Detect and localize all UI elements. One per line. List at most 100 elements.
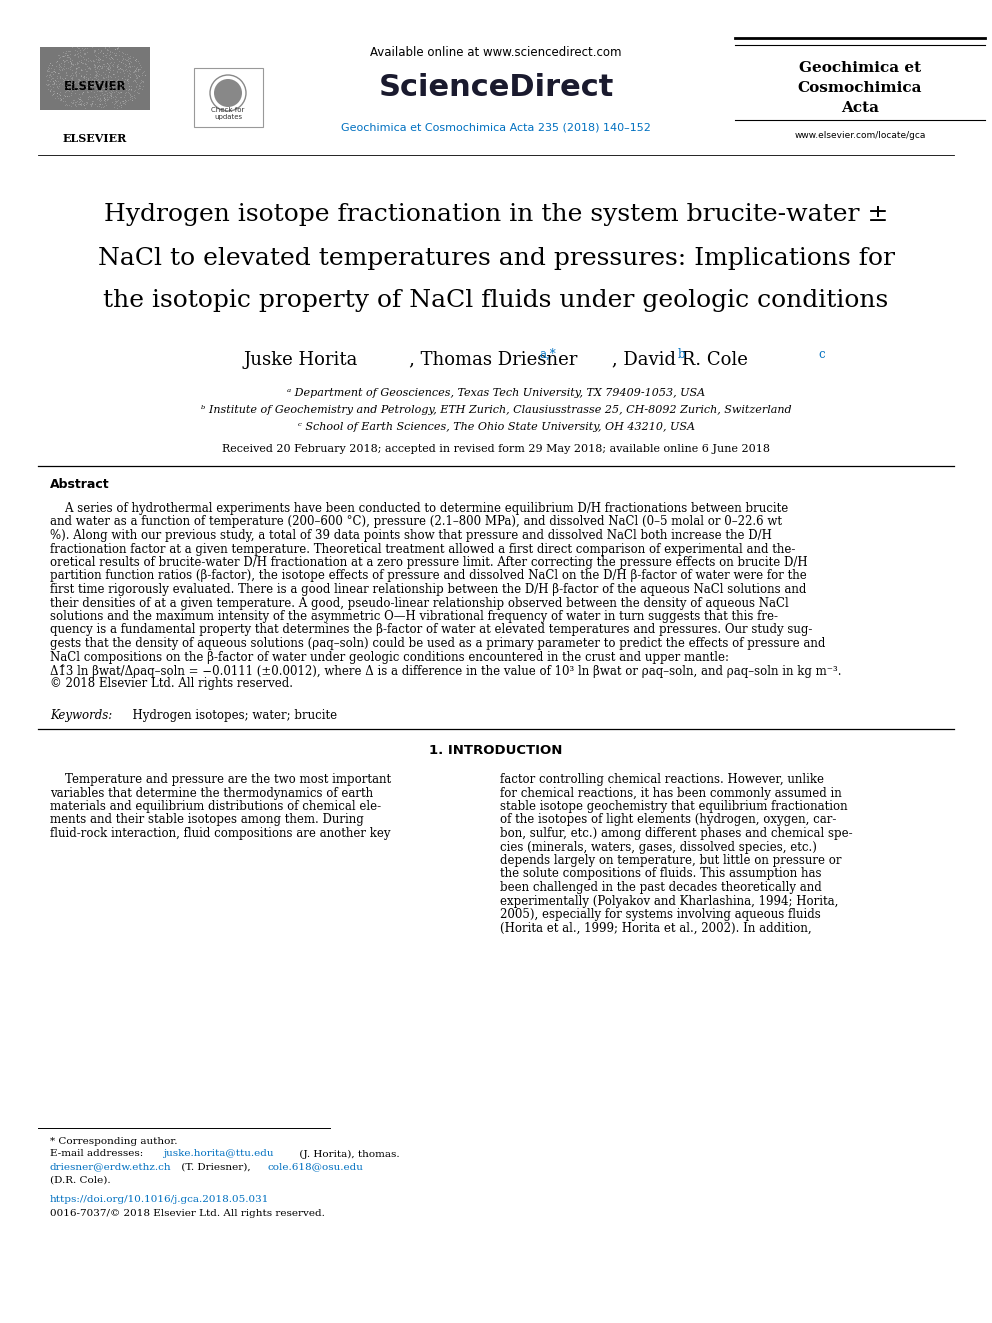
- Point: [90, 65, 106, 86]
- Point: [94, 56, 110, 77]
- Point: [115, 49, 131, 70]
- Point: [128, 50, 144, 71]
- Point: [131, 66, 147, 87]
- Point: [123, 85, 139, 106]
- Point: [86, 38, 102, 60]
- Point: [78, 37, 94, 58]
- Point: [93, 69, 109, 90]
- Point: [67, 44, 83, 65]
- Point: [111, 95, 127, 116]
- Point: [45, 70, 61, 91]
- Point: [42, 65, 58, 86]
- Point: [121, 60, 137, 81]
- Point: [77, 44, 93, 65]
- Point: [105, 75, 121, 97]
- Text: the isotopic property of NaCl fluids under geologic conditions: the isotopic property of NaCl fluids und…: [103, 288, 889, 311]
- Point: [115, 91, 131, 112]
- Point: [63, 74, 79, 95]
- Point: [127, 87, 143, 108]
- Point: [129, 57, 145, 78]
- Point: [116, 62, 132, 83]
- Point: [59, 42, 74, 64]
- Point: [65, 77, 81, 98]
- Point: [52, 48, 67, 69]
- Point: [130, 65, 146, 86]
- Point: [93, 73, 109, 94]
- Point: [52, 73, 67, 94]
- Point: [72, 93, 88, 114]
- Point: [121, 62, 137, 83]
- Point: [80, 48, 96, 69]
- Point: [69, 45, 85, 66]
- Point: [87, 83, 103, 105]
- Text: 1. INTRODUCTION: 1. INTRODUCTION: [430, 745, 562, 758]
- Point: [137, 65, 153, 86]
- Point: [103, 70, 119, 91]
- Point: [104, 81, 120, 102]
- Point: [83, 73, 99, 94]
- Point: [102, 70, 118, 91]
- Point: [89, 62, 105, 83]
- Point: [97, 37, 113, 58]
- Point: [70, 71, 86, 93]
- Point: [60, 44, 75, 65]
- Text: fractionation factor at a given temperature. Theoretical treatment allowed a fir: fractionation factor at a given temperat…: [50, 542, 796, 556]
- Point: [64, 62, 80, 83]
- Point: [109, 56, 125, 77]
- Text: Temperature and pressure are the two most important: Temperature and pressure are the two mos…: [50, 773, 391, 786]
- Point: [78, 61, 94, 82]
- Point: [92, 89, 108, 110]
- Point: [92, 49, 108, 70]
- Point: [61, 71, 76, 93]
- Point: [100, 71, 116, 93]
- Point: [88, 69, 104, 90]
- Point: [123, 78, 139, 99]
- Point: [112, 74, 128, 95]
- Point: [81, 64, 97, 85]
- Point: [92, 40, 108, 61]
- Point: [64, 65, 80, 86]
- Point: [99, 77, 115, 98]
- Point: [50, 62, 65, 83]
- Point: [91, 49, 107, 70]
- Point: [115, 53, 131, 74]
- Point: [122, 45, 138, 66]
- Point: [71, 78, 87, 99]
- Text: Available online at www.sciencedirect.com: Available online at www.sciencedirect.co…: [370, 45, 622, 58]
- Text: Acta: Acta: [841, 101, 879, 115]
- Point: [95, 53, 111, 74]
- Point: [122, 56, 138, 77]
- Point: [66, 83, 82, 105]
- Point: [59, 70, 74, 91]
- Point: [96, 67, 112, 89]
- Point: [63, 53, 79, 74]
- Point: [104, 41, 120, 62]
- Point: [83, 94, 99, 115]
- Point: [85, 66, 101, 87]
- Text: ᶜ School of Earth Sciences, The Ohio State University, OH 43210, USA: ᶜ School of Earth Sciences, The Ohio Sta…: [298, 422, 694, 433]
- Point: [101, 86, 117, 107]
- Point: [123, 75, 139, 97]
- Point: [128, 71, 144, 93]
- Point: [55, 58, 70, 79]
- Point: [135, 70, 151, 91]
- Point: [130, 78, 146, 99]
- Point: [83, 81, 99, 102]
- Point: [123, 79, 139, 101]
- Point: [129, 49, 145, 70]
- Point: [69, 77, 85, 98]
- Point: [97, 83, 113, 105]
- Point: [82, 66, 98, 87]
- Point: [115, 48, 131, 69]
- Point: [107, 90, 123, 111]
- Point: [115, 93, 131, 114]
- Point: [61, 46, 76, 67]
- Point: [89, 85, 105, 106]
- Point: [69, 77, 85, 98]
- Point: [41, 74, 57, 95]
- Text: solutions and the maximum intensity of the asymmetric O—H vibrational frequency : solutions and the maximum intensity of t…: [50, 610, 778, 623]
- Point: [79, 41, 95, 62]
- Point: [61, 81, 76, 102]
- Point: [134, 70, 150, 91]
- Point: [57, 85, 72, 106]
